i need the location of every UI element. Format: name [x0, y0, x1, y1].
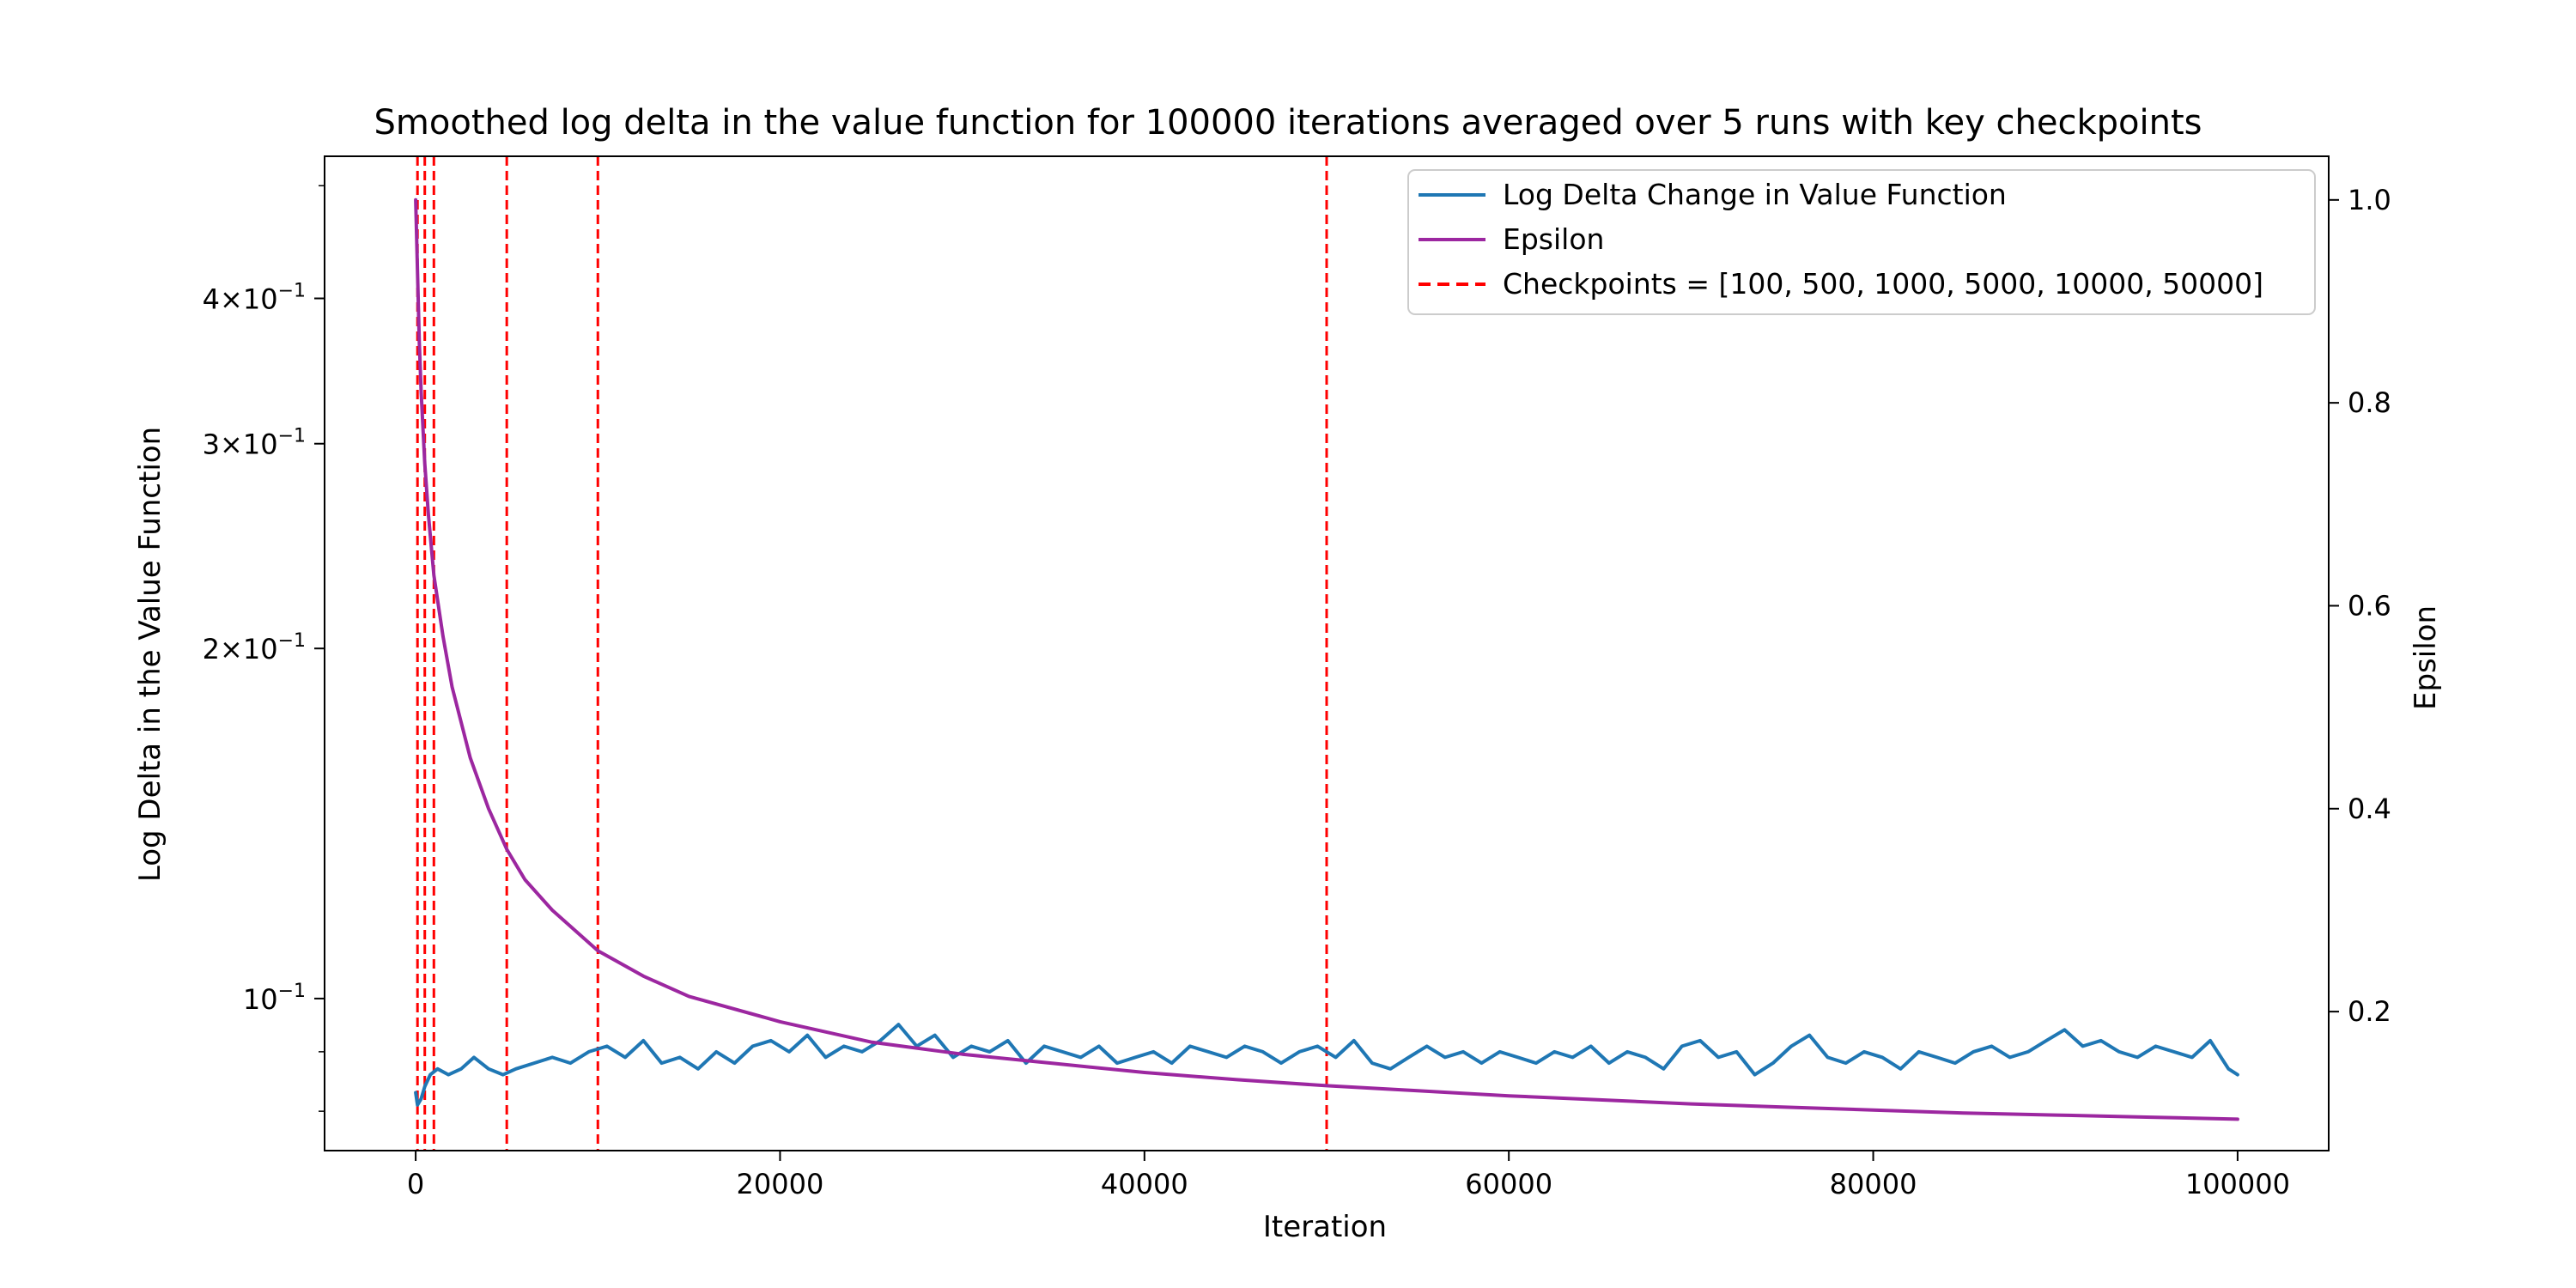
x-tick-label: 0 [407, 1168, 424, 1200]
y-tick-label: 10−1 [243, 981, 306, 1016]
x-tick-label: 100000 [2185, 1168, 2290, 1200]
plot-content [414, 156, 2239, 1151]
y2-tick-label: 0.8 [2348, 386, 2391, 419]
x-axis-label: Iteration [1263, 1210, 1387, 1244]
y-tick-label: 4×10−1 [203, 281, 306, 316]
series-line-epsilon [414, 197, 2239, 1121]
legend-frame [1407, 169, 2316, 315]
legend-label-1: Epsilon [1503, 222, 1604, 256]
axes-frame [324, 155, 2330, 1151]
x-tick-label: 60000 [1465, 1168, 1552, 1200]
y-axis-label: Log Delta in the Value Function [133, 427, 167, 882]
y2-axis-label: Epsilon [2409, 605, 2443, 710]
y2-tick-label: 0.6 [2348, 589, 2391, 622]
y2-tick-label: 1.0 [2348, 184, 2391, 216]
legend-label-2: Checkpoints = [100, 500, 1000, 5000, 100… [1503, 267, 2263, 301]
y2-tick-label: 0.4 [2348, 793, 2391, 825]
series-line-log-delta [414, 1023, 2239, 1107]
x-tick-label: 40000 [1101, 1168, 1188, 1200]
y2-tick-label: 0.2 [2348, 995, 2391, 1028]
x-tick-label: 20000 [737, 1168, 824, 1200]
plot-area [414, 156, 2239, 1151]
x-tick-label: 80000 [1830, 1168, 1917, 1200]
legend-label-0: Log Delta Change in Value Function [1503, 178, 2007, 211]
legend: Log Delta Change in Value Function Epsilo… [1407, 169, 2316, 315]
chart-title: Smoothed log delta in the value function… [374, 103, 2202, 143]
